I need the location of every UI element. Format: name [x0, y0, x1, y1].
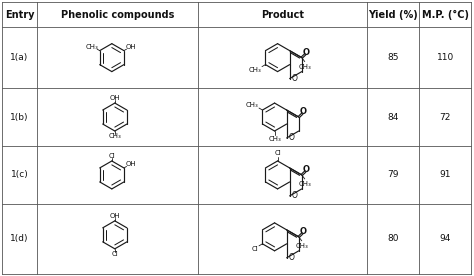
Text: O: O	[288, 134, 294, 142]
Text: O: O	[302, 165, 310, 174]
Text: Product: Product	[261, 10, 304, 20]
Text: CH₃: CH₃	[295, 243, 308, 249]
Text: 1(a): 1(a)	[10, 53, 28, 62]
Text: Cl: Cl	[251, 246, 258, 252]
Text: O: O	[291, 74, 297, 83]
Text: 94: 94	[439, 234, 451, 243]
Text: M.P. (°C): M.P. (°C)	[422, 10, 469, 20]
Text: CH₃: CH₃	[246, 102, 258, 108]
Text: Cl: Cl	[109, 153, 115, 159]
Text: Phenolic compounds: Phenolic compounds	[61, 10, 174, 20]
Text: 79: 79	[388, 171, 399, 179]
Text: OH: OH	[109, 95, 120, 101]
Text: 72: 72	[439, 113, 451, 121]
Text: 84: 84	[388, 113, 399, 121]
Text: 1(c): 1(c)	[10, 171, 28, 179]
Text: CH₃: CH₃	[109, 133, 121, 139]
Text: Entry: Entry	[5, 10, 34, 20]
Text: O: O	[300, 107, 307, 116]
Text: Yield (%): Yield (%)	[368, 10, 418, 20]
Text: OH: OH	[126, 161, 137, 167]
Text: O: O	[300, 227, 307, 236]
Text: 91: 91	[439, 171, 451, 179]
Text: O: O	[291, 192, 297, 200]
Text: 1(d): 1(d)	[10, 234, 29, 243]
Text: CH₃: CH₃	[299, 181, 311, 187]
Text: 85: 85	[388, 53, 399, 62]
Text: OH: OH	[109, 213, 120, 219]
Text: O: O	[288, 253, 294, 262]
Text: Cl: Cl	[111, 251, 118, 257]
Text: Cl: Cl	[274, 150, 281, 156]
Text: 80: 80	[388, 234, 399, 243]
Text: CH₃: CH₃	[85, 44, 98, 50]
Text: CH₃: CH₃	[268, 136, 281, 142]
Text: CH₃: CH₃	[299, 64, 311, 70]
Text: OH: OH	[126, 44, 137, 50]
Text: 1(b): 1(b)	[10, 113, 29, 121]
Text: CH₃: CH₃	[248, 67, 261, 73]
Text: 110: 110	[437, 53, 454, 62]
Text: O: O	[302, 48, 310, 57]
